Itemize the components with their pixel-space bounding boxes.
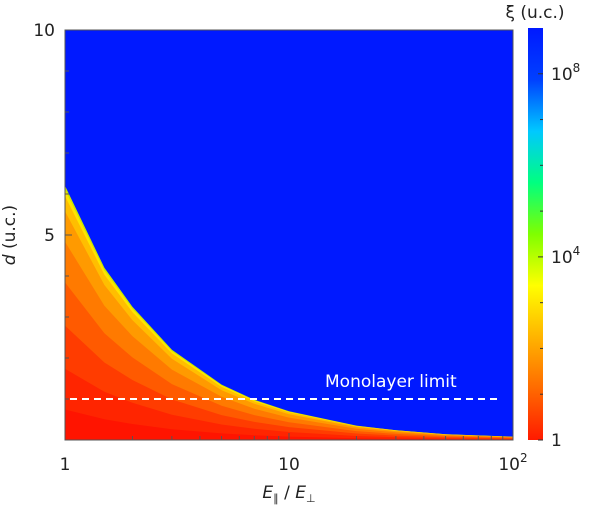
y-axis: 5 10 — [33, 21, 72, 400]
heat-band — [65, 282, 513, 440]
heat-bands — [65, 185, 513, 440]
heat-band — [65, 368, 513, 440]
x-tick-label: 102 — [498, 451, 527, 475]
x-axis: 1 10 102 — [60, 433, 528, 475]
colorbar-tick-label: 108 — [551, 61, 580, 85]
x-tick-label: 1 — [60, 455, 71, 475]
colorbar-title: ξ (u.c.) — [505, 3, 564, 23]
x-axis-label: E∥ / E⊥ — [262, 483, 315, 505]
colorbar-tick-label: 1 — [551, 431, 562, 451]
x-label-base2: E — [295, 483, 306, 503]
x-tick-label: 10 — [278, 455, 300, 475]
x-label-sub2: ⊥ — [306, 492, 316, 505]
y-tick-label: 5 — [44, 226, 55, 246]
x-label-sep: / — [279, 483, 296, 503]
x-label-base1: E — [262, 483, 273, 503]
y-axis-label: d (u.c.) — [0, 205, 20, 265]
y-tick-label: 10 — [33, 21, 55, 41]
monolayer-limit-label: Monolayer limit — [325, 372, 457, 392]
heat-band — [65, 409, 513, 440]
y-label-rest: (u.c.) — [0, 205, 20, 255]
colorbar: 1 104 108 ξ (u.c.) — [505, 3, 580, 451]
plot-area: Monolayer limit — [64, 29, 514, 441]
colorbar-bar — [528, 28, 543, 440]
heat-band — [65, 325, 513, 440]
x-label-sub1: ∥ — [273, 492, 279, 505]
y-label-italic: d — [0, 254, 20, 265]
colorbar-ticks: 1 104 108 — [538, 61, 580, 451]
colorbar-tick-label: 104 — [551, 244, 580, 268]
